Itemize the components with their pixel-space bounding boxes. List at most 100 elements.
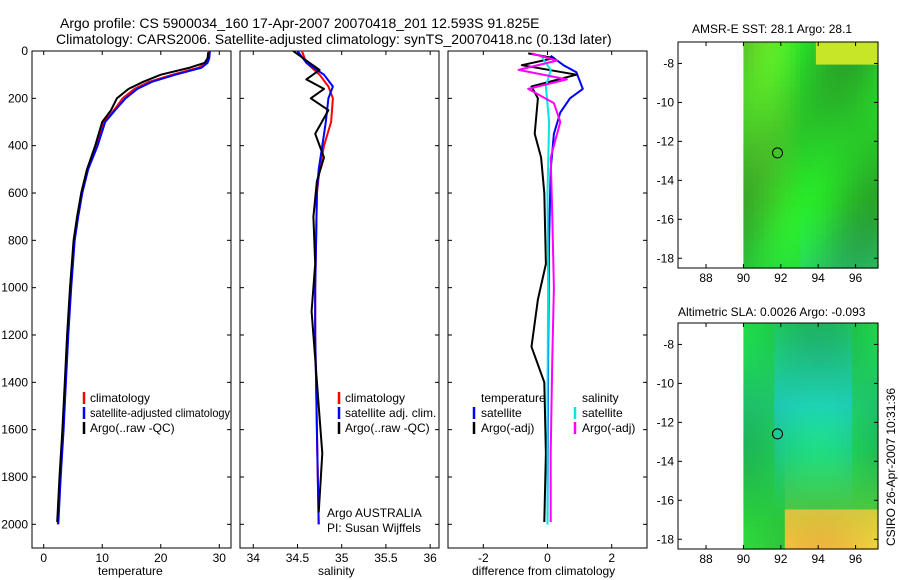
heatmap-cell [872, 362, 879, 369]
heatmap-cell [857, 98, 864, 105]
heatmap-cell [790, 390, 796, 398]
heatmap-cell [841, 492, 848, 499]
heatmap-cell [769, 532, 776, 539]
heatmap-cell [810, 92, 817, 100]
heatmap-cell [805, 396, 812, 403]
heatmap-cell [857, 503, 864, 511]
heatmap-cell [800, 166, 807, 173]
heatmap-cell [805, 447, 812, 454]
heatmap-cell [805, 188, 812, 196]
heatmap-cell [800, 143, 807, 150]
heatmap-cell [779, 188, 786, 196]
heatmap-cell [779, 419, 786, 426]
heatmap-cell [774, 245, 781, 252]
heatmap-cell [826, 475, 832, 482]
heatmap-cell [872, 402, 879, 409]
heatmap-cell [872, 155, 879, 162]
heatmap-cell [743, 188, 750, 196]
heatmap-cell [867, 245, 874, 252]
heatmap-cell [821, 149, 827, 156]
heatmap-cell [774, 328, 781, 335]
heatmap-cell [784, 498, 791, 505]
heatmap-cell [815, 323, 822, 330]
heatmap-cell [810, 407, 817, 415]
heatmap-cell [831, 402, 838, 409]
heatmap-cell [805, 228, 812, 235]
x-tick-label: 35 [335, 551, 349, 565]
heatmap-cell [753, 53, 760, 60]
heatmap-cell [872, 64, 879, 71]
heatmap-cell [800, 385, 807, 392]
heatmap-cell [815, 121, 822, 128]
heatmap-cell [779, 481, 786, 488]
heatmap-cell [758, 53, 765, 60]
heatmap-cell [743, 345, 750, 352]
heatmap-cell [795, 469, 801, 477]
heatmap-cell [831, 205, 838, 213]
heatmap-cell [826, 234, 832, 241]
heatmap-cell [743, 402, 750, 409]
heatmap-cell [758, 70, 765, 77]
heatmap-cell [758, 520, 765, 528]
heatmap-cell [810, 143, 817, 150]
heatmap-cell [774, 424, 781, 431]
heatmap-cell [826, 251, 832, 258]
heatmap-cell [764, 155, 770, 162]
heatmap-cell [748, 87, 755, 94]
heatmap-cell [831, 379, 838, 386]
heatmap-cell [846, 160, 853, 167]
heatmap-cell [758, 407, 765, 415]
heatmap-cell [795, 509, 801, 516]
heatmap-cell [805, 543, 812, 550]
heatmap-cell [764, 87, 770, 94]
heatmap-cell [758, 211, 765, 218]
heatmap-cell [774, 59, 781, 66]
heatmap-cell [867, 92, 874, 100]
heatmap-cell [790, 339, 796, 347]
heatmap-cell [784, 245, 791, 252]
heatmap-cell [872, 222, 879, 230]
heatmap-cell [831, 362, 838, 369]
heatmap-cell [758, 396, 765, 403]
heatmap-cell [764, 475, 770, 482]
heatmap-cell [784, 526, 791, 533]
heatmap-cell [758, 59, 765, 66]
heatmap-cell [846, 200, 853, 207]
heatmap-cell [841, 402, 848, 409]
heatmap-cell [815, 373, 822, 381]
heatmap-cell [758, 222, 765, 230]
heatmap-cell [769, 481, 776, 488]
heatmap-cell [815, 92, 822, 100]
heatmap-cell [769, 160, 776, 167]
heatmap-cell [779, 532, 786, 539]
heatmap-cell [784, 121, 791, 128]
heatmap-cell [862, 109, 869, 117]
heatmap-cell [805, 475, 812, 482]
heatmap-cell [779, 486, 786, 494]
heatmap-cell [800, 339, 807, 347]
map-lat-label: -14 [657, 454, 675, 468]
x-tick-label: 2 [608, 551, 615, 565]
heatmap-cell [805, 492, 812, 499]
heatmap-cell [826, 239, 832, 247]
heatmap-cell [826, 200, 832, 207]
heatmap-cell [831, 115, 838, 122]
heatmap-cell [764, 149, 770, 156]
salinity-xlabel: salinity [318, 564, 355, 578]
heatmap-cell [769, 188, 776, 196]
heatmap-cell [743, 200, 750, 207]
heatmap-cell [841, 396, 848, 403]
heatmap-cell [846, 222, 853, 230]
heatmap-cell [805, 481, 812, 488]
heatmap-cell [764, 183, 770, 190]
heatmap-cell [784, 390, 791, 398]
heatmap-cell [800, 262, 807, 269]
heatmap-cell [795, 47, 801, 54]
heatmap-cell [748, 166, 755, 173]
heatmap-cell [826, 345, 832, 352]
heatmap-cell [800, 492, 807, 499]
heatmap-cell [821, 81, 827, 88]
heatmap-cell [826, 520, 832, 528]
heatmap-cell [753, 132, 760, 139]
heatmap-cell [758, 149, 765, 156]
